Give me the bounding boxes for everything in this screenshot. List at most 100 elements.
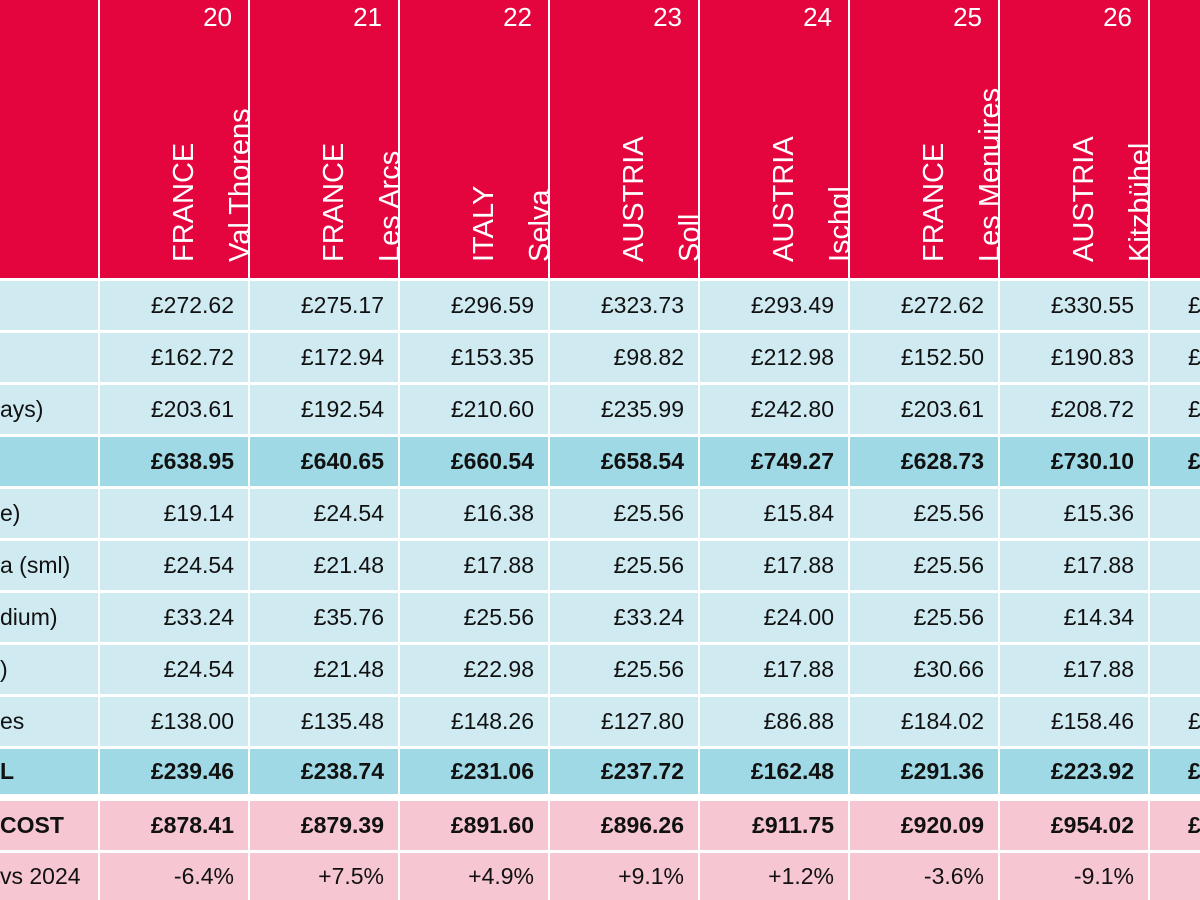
table-cell: £15.84 [700, 489, 848, 538]
cell-value: £33.24 [163, 604, 234, 630]
cell-value: £33.24 [613, 604, 684, 630]
table-cell: £24.54 [100, 541, 248, 590]
table-cell: £21.48 [250, 645, 398, 694]
cell-value: £14.34 [1063, 604, 1134, 630]
table-cell: £210.60 [400, 385, 548, 434]
table-cell: £896.26 [550, 801, 698, 850]
cell-value: £86.88 [763, 708, 834, 734]
column-number: 22 [503, 2, 532, 32]
cell-value: -3.6% [923, 863, 984, 889]
table-cell: £640.65 [250, 437, 398, 486]
cell-value: £15.36 [1063, 500, 1134, 526]
table-cell: £19.14 [100, 489, 248, 538]
table-cell: £17.88 [700, 541, 848, 590]
column-title: FRANCE Val Thorens [166, 12, 248, 262]
cell-value: £272.62 [150, 292, 234, 318]
cell-value: £275.17 [300, 292, 384, 318]
column-header: 24 AUSTRIA Ischgl [700, 0, 848, 278]
table-cell: £242.80 [700, 385, 848, 434]
cell-value: £21.48 [313, 552, 384, 578]
table-cell: £293.49 [700, 281, 848, 330]
table-cell: £25.56 [850, 541, 998, 590]
partial-cell-value: £ [1188, 344, 1200, 370]
cell-value: £190.83 [1050, 344, 1134, 370]
row-label: ays) [0, 385, 98, 434]
partial-cell-value: £ [1188, 448, 1200, 474]
table-cell: £235.99 [550, 385, 698, 434]
table-cell: £158.46 [1000, 697, 1148, 746]
table-cell: £17.88 [400, 541, 548, 590]
table-cell: £203.61 [850, 385, 998, 434]
table-cell: £17.88 [700, 645, 848, 694]
table-cell: £153.35 [400, 333, 548, 382]
column-header: 23 AUSTRIA Soll [550, 0, 698, 278]
table-cell: £212.98 [700, 333, 848, 382]
table-cell: £272.62 [100, 281, 248, 330]
table-cell: £127.80 [550, 697, 698, 746]
cell-value: £17.88 [1063, 552, 1134, 578]
cell-value: +1.2% [768, 863, 834, 889]
column-title: AUSTRIA Kitzbühel [1066, 12, 1148, 262]
column-number: 25 [953, 2, 982, 32]
table-cell: £192.54 [250, 385, 398, 434]
cell-value: £158.46 [1050, 708, 1134, 734]
table-cell: £749.27 [700, 437, 848, 486]
cell-value: £25.56 [913, 604, 984, 630]
table-cell: £162.72 [100, 333, 248, 382]
cell-value: £192.54 [300, 396, 384, 422]
column-number: 23 [653, 2, 682, 32]
cell-value: £208.72 [1050, 396, 1134, 422]
table-cell: £638.95 [100, 437, 248, 486]
cell-value: +4.9% [468, 863, 534, 889]
table-cell: £152.50 [850, 333, 998, 382]
table-cell: £879.39 [250, 801, 398, 850]
cell-value: £24.54 [163, 552, 234, 578]
table-cell: £25.56 [400, 593, 548, 642]
cell-value: £22.98 [463, 656, 534, 682]
cell-value: +7.5% [318, 863, 384, 889]
cell-value: £879.39 [300, 812, 384, 838]
table-cell: £24.00 [700, 593, 848, 642]
cell-value: £203.61 [150, 396, 234, 422]
table-cell: £30.66 [850, 645, 998, 694]
table-cell: £330.55 [1000, 281, 1148, 330]
cell-value: £17.88 [1063, 656, 1134, 682]
partial-cell-value: £ [1188, 812, 1200, 838]
cell-value: £660.54 [450, 448, 534, 474]
column-header: 22 ITALY Selva [400, 0, 548, 278]
cell-value: £30.66 [913, 656, 984, 682]
cell-value: £638.95 [150, 448, 234, 474]
cell-value: £138.00 [150, 708, 234, 734]
table-cell: -3.6% [850, 853, 998, 900]
partial-cell: £ [1150, 801, 1200, 850]
country-name: FRANCE [318, 142, 350, 262]
cell-value: £749.27 [750, 448, 834, 474]
table-cell: -9.1% [1000, 853, 1148, 900]
cell-value: £127.80 [600, 708, 684, 734]
cell-value: £25.56 [613, 656, 684, 682]
row-label: es [0, 697, 98, 746]
country-name: FRANCE [168, 142, 200, 262]
cell-value: £291.36 [900, 758, 984, 784]
cell-value: £162.72 [150, 344, 234, 370]
cell-value: £330.55 [1050, 292, 1134, 318]
table-cell: £25.56 [550, 541, 698, 590]
partial-cell [1150, 489, 1200, 538]
resort-name: Soll [674, 213, 698, 262]
column-title: AUSTRIA Soll [616, 12, 698, 262]
cell-value: £296.59 [450, 292, 534, 318]
column-header: 26 AUSTRIA Kitzbühel [1000, 0, 1148, 278]
cell-value: £184.02 [900, 708, 984, 734]
cell-value: £235.99 [600, 396, 684, 422]
table-cell: £14.34 [1000, 593, 1148, 642]
table-cell: +4.9% [400, 853, 548, 900]
table-cell: £323.73 [550, 281, 698, 330]
row-label [0, 281, 98, 330]
cell-value: £35.76 [313, 604, 384, 630]
table-cell: £35.76 [250, 593, 398, 642]
table-cell: £238.74 [250, 749, 398, 794]
row-label-text: dium) [0, 604, 58, 630]
table-cell: £184.02 [850, 697, 998, 746]
row-label-text: es [0, 708, 25, 734]
table-cell: £162.48 [700, 749, 848, 794]
